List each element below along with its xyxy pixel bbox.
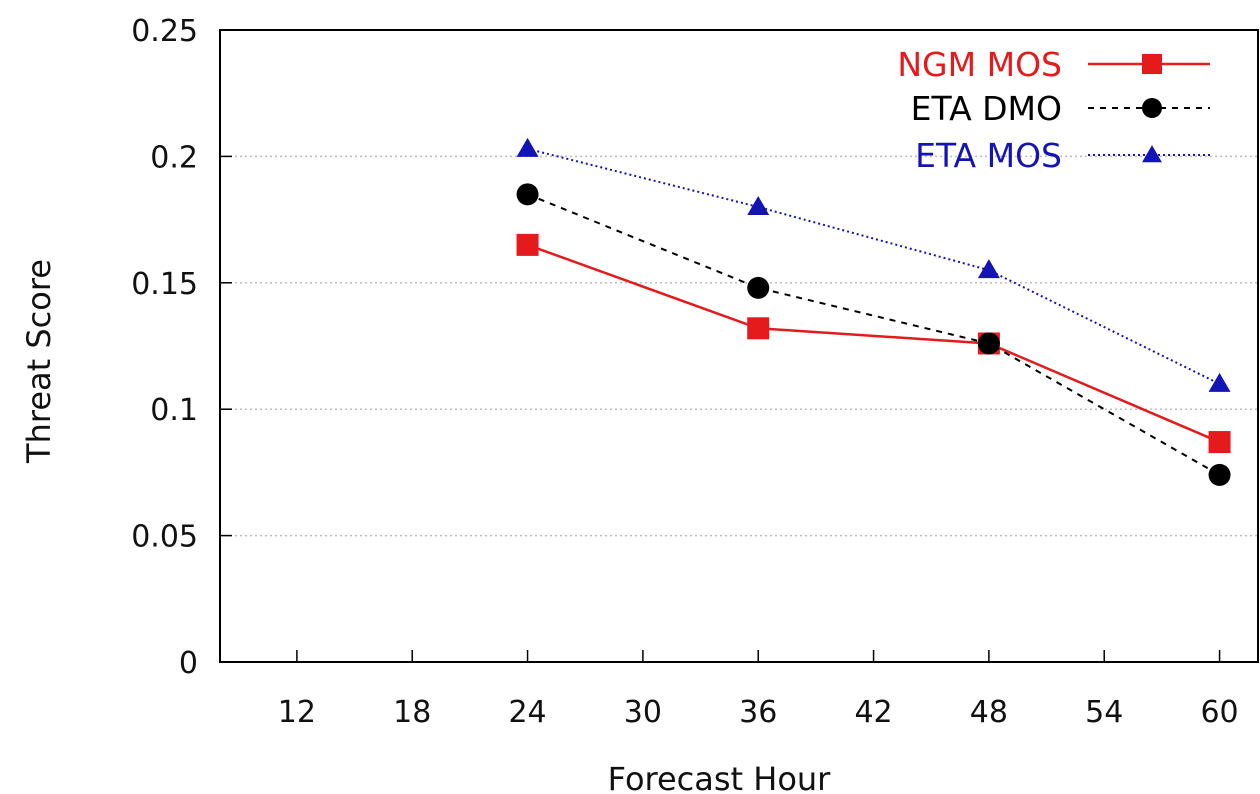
y-tick-label: 0.25 <box>131 14 198 49</box>
series-line-ngm-mos <box>527 243 1221 444</box>
x-tick-label: 18 <box>393 695 431 730</box>
x-tick-label: 30 <box>624 695 662 730</box>
data-point-eta-mos <box>516 137 539 157</box>
legend-label-ngm-mos: NGM MOS <box>897 45 1062 84</box>
x-tick-label: 24 <box>508 695 546 730</box>
legend-swatch-marker-ngm-mos <box>1142 54 1162 74</box>
grid-lines <box>220 155 1258 537</box>
legend-item-eta-dmo: ETA DMO <box>911 89 1210 128</box>
data-point-eta-mos <box>1208 372 1231 392</box>
data-point-ngm-mos <box>1208 431 1231 454</box>
data-point-eta-mos <box>977 259 1000 279</box>
series-eta-dmo <box>516 183 1231 486</box>
legend-label-eta-mos: ETA MOS <box>915 136 1062 175</box>
x-tick-label: 54 <box>1085 695 1123 730</box>
y-tick-label: 0 <box>179 646 198 681</box>
legend-label-eta-dmo: ETA DMO <box>911 89 1062 128</box>
x-tick-label: 48 <box>970 695 1008 730</box>
y-tick-label: 0.2 <box>150 140 198 175</box>
legend-swatch-marker-eta-dmo <box>1142 98 1162 118</box>
legend: NGM MOS ETA DMO ETA MOS <box>897 45 1210 175</box>
x-tick-label: 12 <box>278 695 316 730</box>
data-point-eta-dmo <box>977 332 1000 355</box>
legend-item-ngm-mos: NGM MOS <box>897 45 1210 84</box>
axis-ticks: 0 0.05 0.1 0.15 0.2 0.25 12 18 24 30 36 42 48 54 60 <box>131 14 1238 730</box>
series-lines <box>516 137 1231 486</box>
data-point-eta-dmo <box>1208 463 1231 486</box>
y-tick-label: 0.05 <box>131 520 198 555</box>
x-axis-title: Forecast Hour <box>608 760 832 794</box>
y-axis-title: Threat Score <box>20 259 58 464</box>
series-line-eta-mos <box>527 147 1220 385</box>
x-tick-label: 42 <box>854 695 892 730</box>
legend-item-eta-mos: ETA MOS <box>915 136 1210 175</box>
data-point-eta-dmo <box>516 183 539 206</box>
series-eta-mos <box>516 137 1231 392</box>
data-point-eta-mos <box>747 195 770 215</box>
series-line-eta-dmo <box>527 193 1221 476</box>
data-point-ngm-mos <box>516 233 539 256</box>
data-point-eta-dmo <box>747 276 770 299</box>
plot-frame <box>219 29 1259 663</box>
y-tick-label: 0.15 <box>131 267 198 302</box>
data-point-ngm-mos <box>747 317 770 340</box>
legend-swatch-marker-eta-mos <box>1142 145 1162 163</box>
x-tick-label: 36 <box>739 695 777 730</box>
x-tick-label: 60 <box>1200 695 1238 730</box>
y-tick-label: 0.1 <box>150 393 198 428</box>
